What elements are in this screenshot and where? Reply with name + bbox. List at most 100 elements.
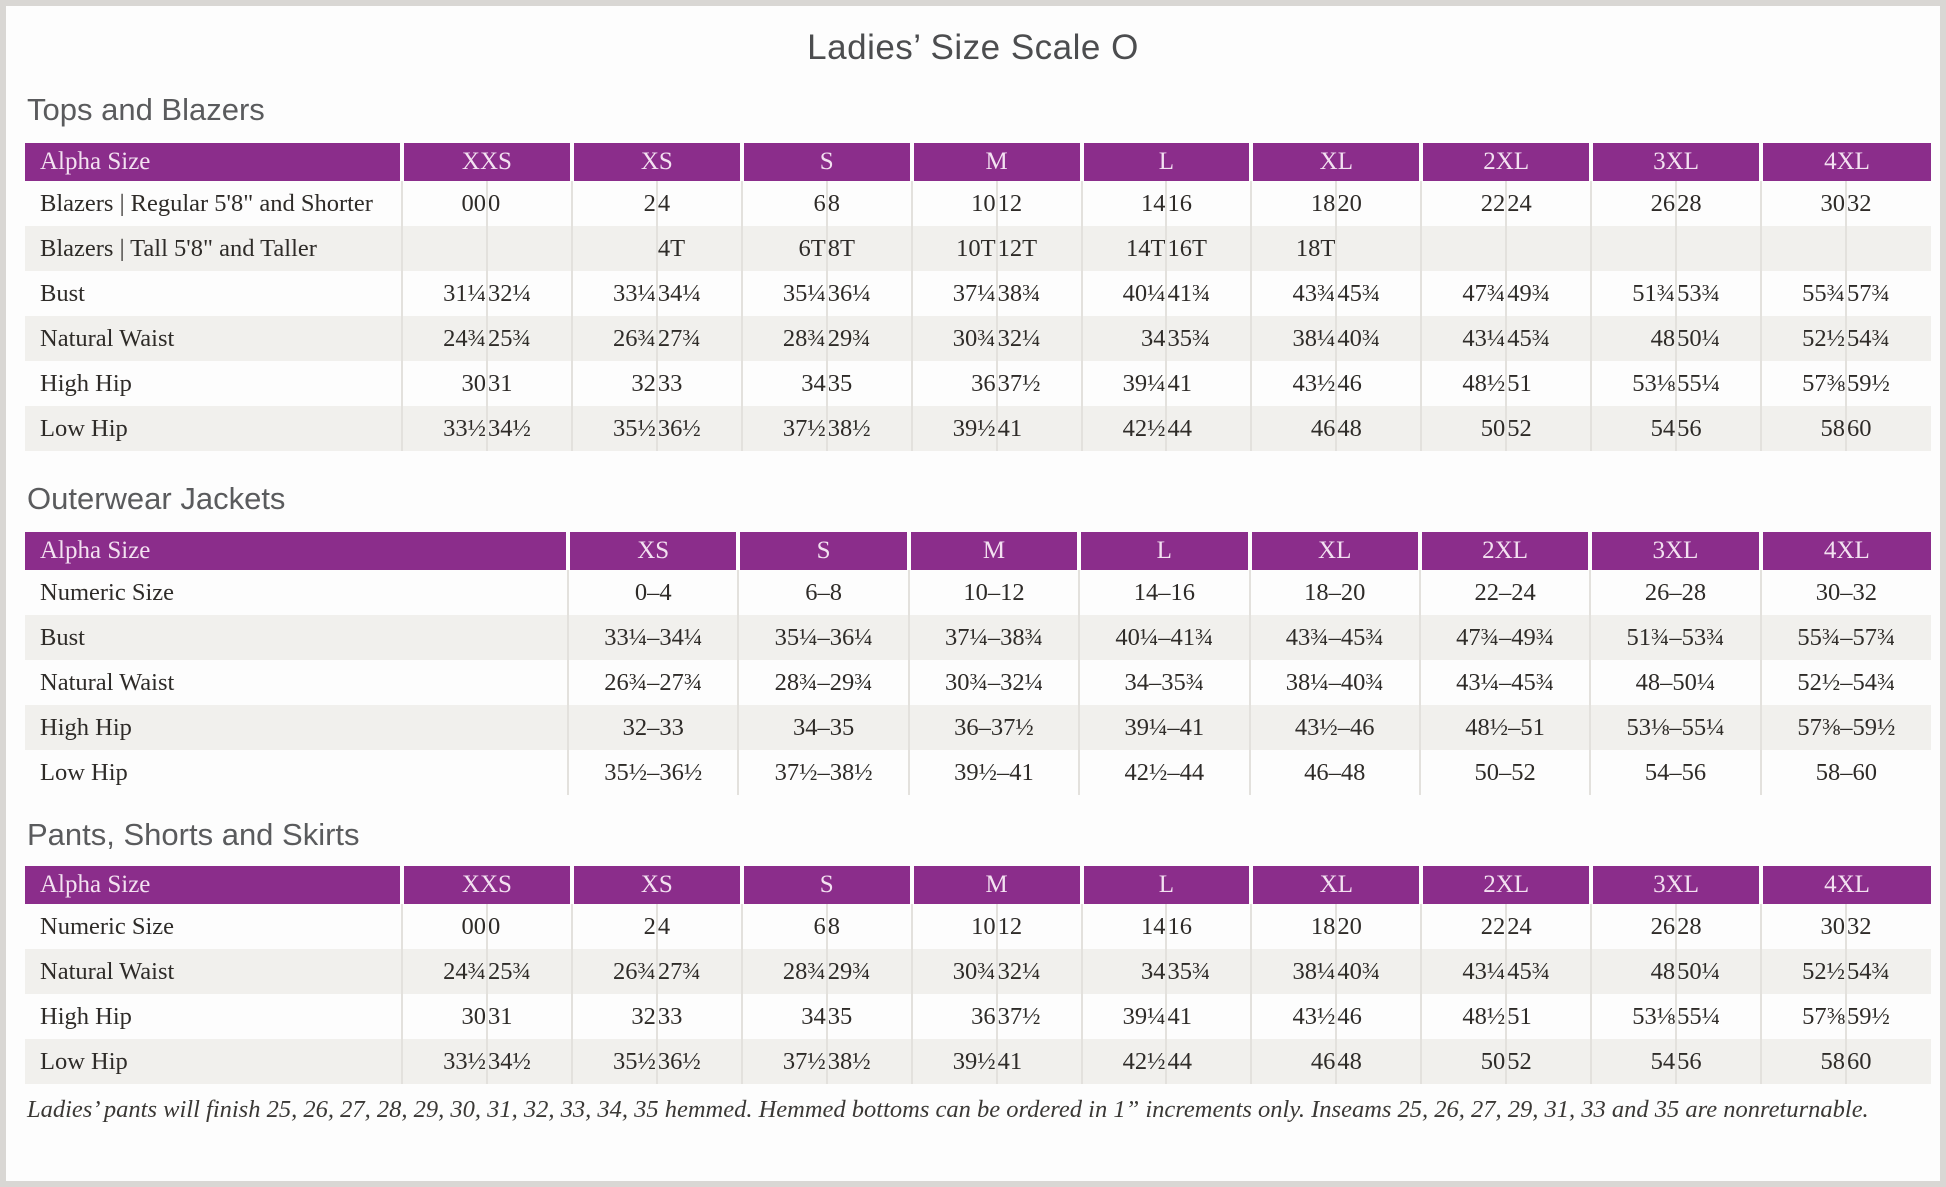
size-column-header-4xl: 4XL xyxy=(1759,866,1931,904)
size-cell: 32¼ xyxy=(995,949,1082,994)
size-cell: 34½ xyxy=(485,1039,572,1084)
size-cell: 41¾ xyxy=(1165,271,1252,316)
tables-host: Tops and Blazers Alpha Size XXS XS S M L XL 2XL 3… xyxy=(25,92,1931,1084)
size-cell: 10 xyxy=(910,904,997,949)
table-row: Natural Waist 24¾ 25¾ 26¾ 27¾ 28¾ 29¾ 30¾ 32¼ 34 3… xyxy=(25,316,1931,361)
size-cell: 24 xyxy=(1505,904,1592,949)
size-cell: 28 xyxy=(1675,904,1761,949)
size-column-header-l: L xyxy=(1079,143,1252,181)
size-cell: 32 xyxy=(1844,181,1931,226)
table-row: Bust 33¼–34¼ 35¼–36¼ 37¼–38¾ 40¼–41¾ 43¾–45¾ 4… xyxy=(25,615,1931,660)
size-cell xyxy=(1420,226,1507,271)
size-cell xyxy=(1590,226,1677,271)
size-column-header-xl: XL xyxy=(1247,532,1420,570)
size-cell: 8 xyxy=(825,181,912,226)
size-cell: 36–37½ xyxy=(907,705,1080,750)
size-cell: 43¾–45¾ xyxy=(1248,615,1420,660)
size-cell: 34–35¾ xyxy=(1078,660,1250,705)
size-cell: 53⅛–55¼ xyxy=(1589,705,1761,750)
size-cell: 24 xyxy=(1505,181,1592,226)
size-cell: 36½ xyxy=(655,1039,742,1084)
size-cell: 30 xyxy=(401,361,487,406)
size-cell: 4 xyxy=(655,181,742,226)
row-label: Numeric Size xyxy=(40,578,175,606)
row-label: High Hip xyxy=(40,369,132,397)
size-cell: 37¼ xyxy=(910,271,997,316)
size-cell: 32¼ xyxy=(995,316,1082,361)
table-row: Blazers | Tall 5'8" and Taller 4T 6T 8T 10T 1… xyxy=(25,226,1931,271)
size-cell: 48–50¼ xyxy=(1589,660,1761,705)
size-cell: 32–33 xyxy=(566,705,739,750)
size-cell: 52½ xyxy=(1760,949,1846,994)
size-cell: 30–32 xyxy=(1759,570,1931,615)
document-page: Ladies’ Size Scale O Tops and Blazers Alp… xyxy=(6,6,1940,1181)
size-column-header-xs: XS xyxy=(565,532,739,570)
size-cell: 35¾ xyxy=(1165,316,1252,361)
size-cell: 54 xyxy=(1590,406,1677,451)
size-cell: 30¾ xyxy=(910,316,997,361)
row-label: Low Hip xyxy=(40,1047,128,1075)
size-cell: 38¾ xyxy=(995,271,1082,316)
size-cell: 28 xyxy=(1675,181,1761,226)
size-cell: 31¼ xyxy=(401,271,487,316)
size-column-header-2xl: 2XL xyxy=(1419,143,1592,181)
size-cell: 33½ xyxy=(401,1039,487,1084)
size-cell: 45¾ xyxy=(1505,316,1592,361)
size-cell: 33 xyxy=(655,361,742,406)
size-cell: 46 xyxy=(1335,361,1422,406)
table-row: Blazers | Regular 5'8" and Shorter 00 0 2 4 6… xyxy=(25,181,1931,226)
size-cell: 28¾ xyxy=(740,949,827,994)
size-cell: 32¼ xyxy=(485,271,572,316)
size-cell: 43¼ xyxy=(1420,949,1507,994)
size-cell: 37½–38½ xyxy=(737,750,909,795)
size-cell: 36 xyxy=(910,361,997,406)
size-cell: 48½ xyxy=(1420,994,1507,1039)
size-cell: 30 xyxy=(1760,904,1846,949)
size-column-header-l: L xyxy=(1077,532,1250,570)
size-cell: 26¾ xyxy=(570,316,657,361)
row-label: Natural Waist xyxy=(40,668,175,696)
size-cell: 22 xyxy=(1420,181,1507,226)
size-table-outerwear-jackets: Alpha Size XS S M L XL 2XL 3XL 4XL Numeric Size 0–… xyxy=(25,532,1931,795)
size-cell: 41 xyxy=(1165,361,1252,406)
size-cell: 18T xyxy=(1250,226,1337,271)
size-cell: 50–52 xyxy=(1418,750,1591,795)
table-row: Numeric Size 0–4 6–8 10–12 14–16 18–20 22–24 26… xyxy=(25,570,1931,615)
row-label: Low Hip xyxy=(40,414,128,442)
header-row: Alpha Size XXS XS S M L XL 2XL 3XL 4XL xyxy=(25,866,1931,904)
size-cell: 36¼ xyxy=(825,271,912,316)
size-cell: 35¼ xyxy=(740,271,827,316)
size-cell: 12 xyxy=(995,181,1082,226)
row-label: Low Hip xyxy=(40,758,128,786)
size-cell: 39½ xyxy=(910,406,997,451)
size-cell: 34 xyxy=(740,361,827,406)
size-cell: 54¾ xyxy=(1844,949,1931,994)
size-cell: 50¼ xyxy=(1675,316,1761,361)
size-cell: 0–4 xyxy=(566,570,739,615)
size-cell: 32 xyxy=(1844,904,1931,949)
size-cell: 37½ xyxy=(995,361,1082,406)
size-cell: 4 xyxy=(655,904,742,949)
size-cell xyxy=(1844,226,1931,271)
size-column-header-xxs: XXS xyxy=(400,143,572,181)
size-cell: 43¾ xyxy=(1250,271,1337,316)
size-cell: 0 xyxy=(485,181,572,226)
size-cell: 55¾–57¾ xyxy=(1759,615,1931,660)
size-column-header-3xl: 3XL xyxy=(1589,143,1761,181)
size-cell: 22–24 xyxy=(1418,570,1591,615)
size-cell: 29¾ xyxy=(825,316,912,361)
size-cell: 33½ xyxy=(401,406,487,451)
size-cell: 48½ xyxy=(1420,361,1507,406)
size-cell: 14T xyxy=(1080,226,1167,271)
section-title-tops-and-blazers: Tops and Blazers xyxy=(27,92,265,127)
size-column-header-xl: XL xyxy=(1249,143,1422,181)
table-row: Numeric Size 00 0 2 4 6 8 10 12 14 16 18 20 22 24 26 28 3… xyxy=(25,904,1931,949)
size-cell: 53⅛ xyxy=(1590,361,1677,406)
size-cell: 43½ xyxy=(1250,994,1337,1039)
size-cell: 43½–46 xyxy=(1248,705,1420,750)
size-cell: 48½–51 xyxy=(1418,705,1591,750)
size-cell: 43½ xyxy=(1250,361,1337,406)
size-column-header-xl: XL xyxy=(1249,866,1422,904)
table-row: Bust 31¼ 32¼ 33¼ 34¼ 35¼ 36¼ 37¼ 38¾ 40¼ 41¾ 43¾ 45¾… xyxy=(25,271,1931,316)
size-cell: 50 xyxy=(1420,1039,1507,1084)
